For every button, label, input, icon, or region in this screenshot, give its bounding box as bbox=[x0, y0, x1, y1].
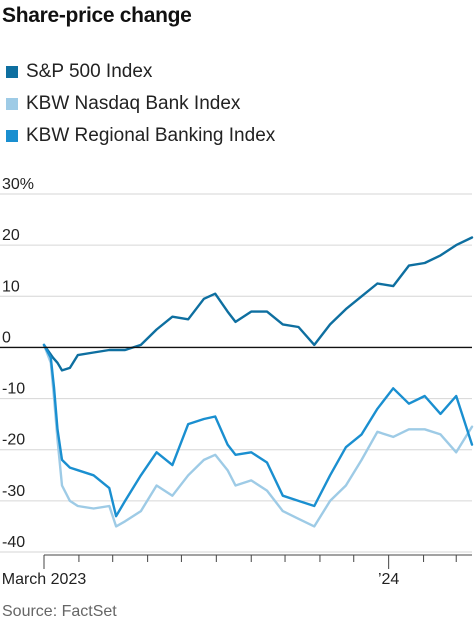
y-tick-label-5: -20 bbox=[2, 432, 25, 449]
legend-item-sp500: S&P 500 Index bbox=[6, 56, 275, 88]
source-note: Source: FactSet bbox=[2, 603, 117, 620]
series-line-2 bbox=[42, 343, 474, 518]
legend-swatch-kbw-regional bbox=[6, 130, 18, 142]
y-tick-label-3: 0 bbox=[2, 329, 11, 346]
legend: S&P 500 Index KBW Nasdaq Bank Index KBW … bbox=[6, 56, 275, 152]
y-tick-label-7: -40 bbox=[2, 534, 25, 551]
chart-title: Share-price change bbox=[2, 4, 192, 27]
chart-plot: 30% 20 10 0 -10 -20 -30 -40 March 2023 ’24 bbox=[0, 176, 474, 588]
legend-swatch-sp500 bbox=[6, 66, 18, 78]
y-tick-label-2: 10 bbox=[2, 278, 20, 295]
y-tick-label-6: -30 bbox=[2, 483, 25, 500]
legend-item-kbw-bank: KBW Nasdaq Bank Index bbox=[6, 88, 275, 120]
y-tick-label-1: 20 bbox=[2, 227, 20, 244]
y-tick-label-4: -10 bbox=[2, 381, 25, 398]
legend-label-kbw-regional: KBW Regional Banking Index bbox=[26, 125, 276, 146]
y-tick-label-0: 30% bbox=[2, 176, 34, 193]
x-tick-label-0: March 2023 bbox=[2, 571, 87, 588]
series-line-1 bbox=[42, 343, 474, 528]
legend-label-sp500: S&P 500 Index bbox=[26, 61, 153, 82]
series-line-0 bbox=[42, 236, 474, 372]
legend-swatch-kbw-bank bbox=[6, 98, 18, 110]
legend-item-kbw-regional: KBW Regional Banking Index bbox=[6, 120, 275, 152]
legend-label-kbw-bank: KBW Nasdaq Bank Index bbox=[26, 93, 241, 114]
x-tick-label-1: ’24 bbox=[378, 571, 399, 588]
